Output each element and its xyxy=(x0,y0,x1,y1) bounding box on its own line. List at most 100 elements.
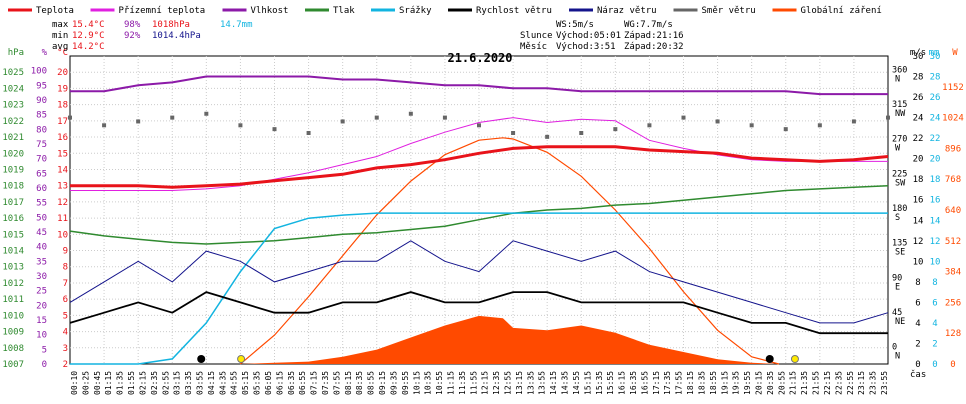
tick-label-mm: 12 xyxy=(930,237,941,247)
wind-direction-point xyxy=(851,119,856,124)
wind-direction-point xyxy=(477,123,481,128)
tick-label-mm: 14 xyxy=(930,216,941,226)
stat-min-temp: 12.9°C xyxy=(72,31,105,41)
tick-label-temp: 3 xyxy=(63,344,68,354)
tick-label-w: 256 xyxy=(945,298,961,308)
tick-label-hpa: 1021 xyxy=(2,133,24,143)
x-tick-label: 07:15 xyxy=(310,371,319,395)
temperature-line xyxy=(70,145,889,189)
tick-label-mm: 6 xyxy=(932,298,937,308)
wind-gust-line xyxy=(69,240,889,324)
moonrise-marker xyxy=(197,355,206,363)
legend-label: Globální záření xyxy=(801,6,882,16)
stat-avg-label: avg xyxy=(52,42,68,52)
tick-label-pct: 55 xyxy=(36,199,47,209)
axis-label-temp: °C xyxy=(57,48,68,58)
wind-direction-point xyxy=(817,123,822,128)
wind-direction-point xyxy=(204,111,209,116)
x-tick-label: 15:35 xyxy=(595,371,604,395)
wind-direction-point xyxy=(886,115,890,120)
wind-direction-point xyxy=(340,119,345,124)
tick-label-pct: 70 xyxy=(36,155,47,165)
x-tick-label: 23:55 xyxy=(880,371,889,395)
x-tick-label: 12:35 xyxy=(492,371,501,395)
tick-label-w: 640 xyxy=(945,206,961,216)
x-tick-label: 21:55 xyxy=(812,371,821,395)
tick-label-w: 128 xyxy=(945,329,961,339)
x-tick-label: 00:10 xyxy=(70,371,79,395)
wind-direction-point xyxy=(272,127,277,132)
tick-label-ms: 22 xyxy=(913,134,924,144)
wind-direction-point xyxy=(579,131,584,135)
tick-label-w: 1024 xyxy=(942,114,964,124)
tick-label-dir: 45 xyxy=(892,308,902,318)
tick-label-dir: 225 xyxy=(892,169,907,179)
tick-label-w: 0 xyxy=(950,360,955,370)
tick-label-ms: 12 xyxy=(913,237,924,247)
wind-direction-point xyxy=(408,111,413,116)
x-tick-label: 06:15 xyxy=(275,371,284,395)
tick-label-pct: 25 xyxy=(36,287,47,297)
sunset-marker xyxy=(790,355,799,363)
tick-label-temp: 5 xyxy=(63,311,68,321)
x-tick-label: 15:15 xyxy=(583,371,592,395)
x-tick-label: 03:15 xyxy=(173,371,182,395)
wind-direction-point xyxy=(715,119,720,124)
axis-label-w: W xyxy=(952,48,958,58)
x-tick-label: 07:55 xyxy=(332,371,341,395)
tick-label-hpa: 1014 xyxy=(2,247,24,257)
tick-label-hpa: 1020 xyxy=(2,149,24,159)
x-tick-label: 13:15 xyxy=(515,371,524,395)
wind-direction-point xyxy=(238,123,243,128)
tick-label-pct: 95 xyxy=(36,81,47,91)
wind-direction-point xyxy=(442,115,447,120)
tick-label-ms: 28 xyxy=(913,73,924,83)
tick-label-temp: 17 xyxy=(57,117,68,127)
axis-label-pct: % xyxy=(42,48,48,58)
pressure-line xyxy=(69,184,889,245)
x-tick-label: 22:55 xyxy=(846,371,855,395)
chart-title: 21.6.2020 xyxy=(447,51,512,65)
tick-label-hpa: 1025 xyxy=(2,68,24,78)
wind-gust-info: WG:7.7m/s xyxy=(624,20,673,30)
x-tick-label: 16:35 xyxy=(629,371,638,395)
sunset-time: Západ:21:16 xyxy=(624,31,684,41)
x-tick-label: 12:55 xyxy=(504,371,513,395)
tick-label-ms: 24 xyxy=(913,114,924,124)
moonset-time: Západ:20:32 xyxy=(624,42,684,52)
legend-label: Rychlost větru xyxy=(476,6,552,16)
stat-min-hum: 92% xyxy=(124,31,141,41)
x-tick-label: 04:55 xyxy=(230,371,239,395)
tick-label-hpa: 1011 xyxy=(2,295,24,305)
tick-label-mm: 0 xyxy=(932,360,937,370)
tick-label-pct: 35 xyxy=(36,257,47,267)
legend-label: Tlak xyxy=(333,6,355,16)
x-tick-label: 06:35 xyxy=(287,371,296,395)
tick-label-mm: 2 xyxy=(932,339,937,349)
wind-direction-point xyxy=(136,119,141,124)
tick-label-hpa: 1007 xyxy=(2,360,24,370)
tick-label-w: 512 xyxy=(945,237,961,247)
wind-direction-point xyxy=(749,123,754,128)
stat-max-hum: 98% xyxy=(124,20,141,30)
tick-label-hpa: 1012 xyxy=(2,279,24,289)
x-tick-label: 09:15 xyxy=(378,371,387,395)
stat-min-label: min xyxy=(52,31,68,41)
tick-label-pct: 90 xyxy=(36,96,47,106)
moonset-marker xyxy=(765,355,774,363)
tick-label-pct: 0 xyxy=(42,360,47,370)
wind-speed-line xyxy=(69,291,888,335)
tick-label-temp: 12 xyxy=(57,198,68,208)
tick-label-pct: 75 xyxy=(36,140,47,150)
tick-label-dir-name: W xyxy=(895,144,901,154)
tick-label-pct: 85 xyxy=(36,111,47,121)
tick-label-dir-name: SE xyxy=(895,248,905,258)
x-tick-label: 23:15 xyxy=(857,371,866,395)
x-tick-label: 14:55 xyxy=(572,371,581,395)
x-tick-label: 08:55 xyxy=(367,371,376,395)
tick-label-hpa: 1019 xyxy=(2,165,24,175)
tick-label-dir: 90 xyxy=(892,273,902,283)
legend-label: Přízemní teplota xyxy=(119,6,206,16)
x-tick-label: 17:55 xyxy=(675,371,684,395)
